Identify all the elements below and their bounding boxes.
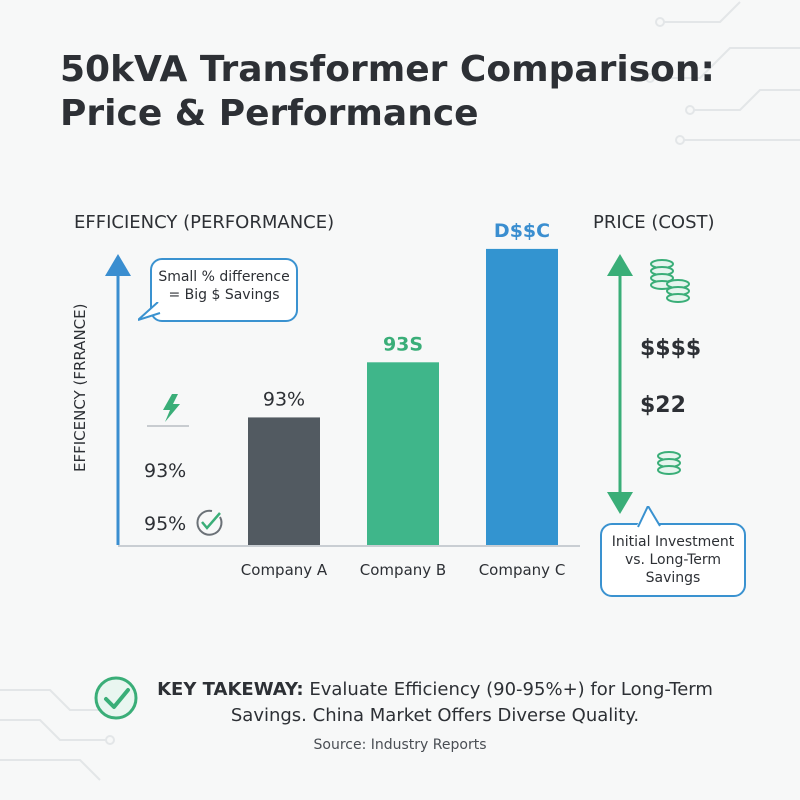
callout-line: vs. Long-Term <box>624 552 722 568</box>
bar-company-b <box>367 362 439 545</box>
price-axis-heading: PRICE (COST) <box>593 212 715 233</box>
x-tick-label: Company A <box>241 561 328 579</box>
callout-line: Savings <box>645 570 701 586</box>
price-marker-low: $22 <box>640 393 686 418</box>
key-takeaway: KEY TAKEWAY: Evaluate Efficiency (90-95%… <box>155 677 715 729</box>
callout-investment: Initial Investment vs. Long-Term Savings <box>600 506 746 597</box>
price-arrow <box>607 254 633 514</box>
check-gauge-icon <box>196 509 223 536</box>
check-circle-icon <box>94 676 138 720</box>
data-label: 93% <box>263 388 305 410</box>
price-marker-high: $$$$ <box>640 336 702 361</box>
page-title: 50kVA Transformer Comparison: Price & Pe… <box>60 49 715 134</box>
efficiency-marker-95: 95% <box>144 513 187 535</box>
callout-efficiency-savings: Small % difference = Big $ Savings <box>138 258 298 322</box>
bar-company-c <box>486 248 558 545</box>
coin-stack-icon <box>650 259 690 303</box>
bar-company-a <box>248 417 320 545</box>
callout-line: Initial Investment <box>611 534 735 550</box>
efficiency-axis-heading: EFFICIENCY (PERFORMANCE) <box>74 212 335 233</box>
callout-line: = Big $ Savings <box>168 287 280 303</box>
callout-tail <box>138 302 161 321</box>
lightning-icon <box>147 394 189 427</box>
x-tick-label: Company C <box>479 561 566 579</box>
source-note: Source: Industry Reports <box>313 737 487 753</box>
takeaway-lead: KEY TAKEWAY: <box>157 679 304 700</box>
data-label: 93S <box>383 333 423 355</box>
callout-tail <box>636 506 661 528</box>
coin-stack-icon <box>657 451 681 475</box>
efficiency-arrow <box>105 254 131 545</box>
data-label: D$$C <box>494 220 550 242</box>
callout-line: Small % difference <box>158 269 290 285</box>
x-tick-label: Company B <box>360 561 446 579</box>
efficiency-marker-93: 93% <box>144 460 187 482</box>
takeaway-text: Evaluate Efficiency (90-95%+) for Long-T… <box>230 679 713 726</box>
